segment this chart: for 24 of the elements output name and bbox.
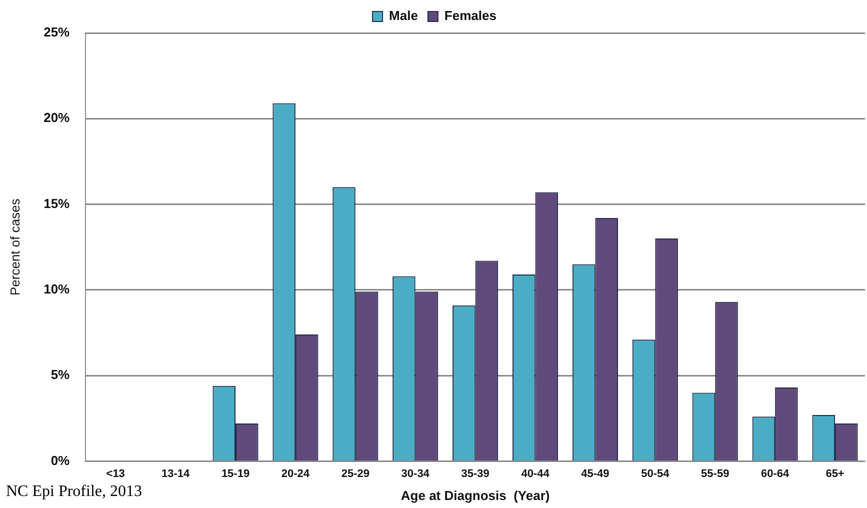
y-axis-title: Percent of cases	[7, 198, 22, 296]
x-tick-label: 13-14	[161, 468, 190, 480]
x-tick-label: 45-49	[581, 468, 610, 480]
x-tick-label: 55-59	[701, 468, 730, 480]
y-tick-label: 0%	[50, 452, 70, 468]
x-tick-label: 40-44	[521, 468, 550, 480]
x-tick-label: <13	[106, 468, 125, 480]
x-tick-label: 60-64	[761, 468, 790, 480]
x-tick-label: 30-34	[401, 468, 430, 480]
y-tick-label: 15%	[44, 196, 70, 211]
x-tick-label: 65+	[826, 468, 844, 480]
y-tick-label: 25%	[44, 24, 70, 40]
x-tick-label: 15-19	[221, 468, 250, 480]
y-tick-label: 10%	[44, 282, 70, 296]
text: NC Epi Profile, 2013	[6, 483, 142, 500]
y-tick-label: 5%	[50, 367, 70, 382]
x-tick-label: 50-54	[641, 468, 670, 480]
y-tick-label: 20%	[44, 110, 70, 126]
x-axis-title: Age at Diagnosis (Year)	[400, 488, 550, 503]
x-tick-label: 25-29	[341, 468, 370, 480]
legend-label: Females	[444, 8, 496, 24]
x-tick-label: 20-24	[281, 468, 310, 480]
x-tick-label: 35-39	[461, 468, 490, 480]
legend-label: Male	[389, 8, 418, 24]
